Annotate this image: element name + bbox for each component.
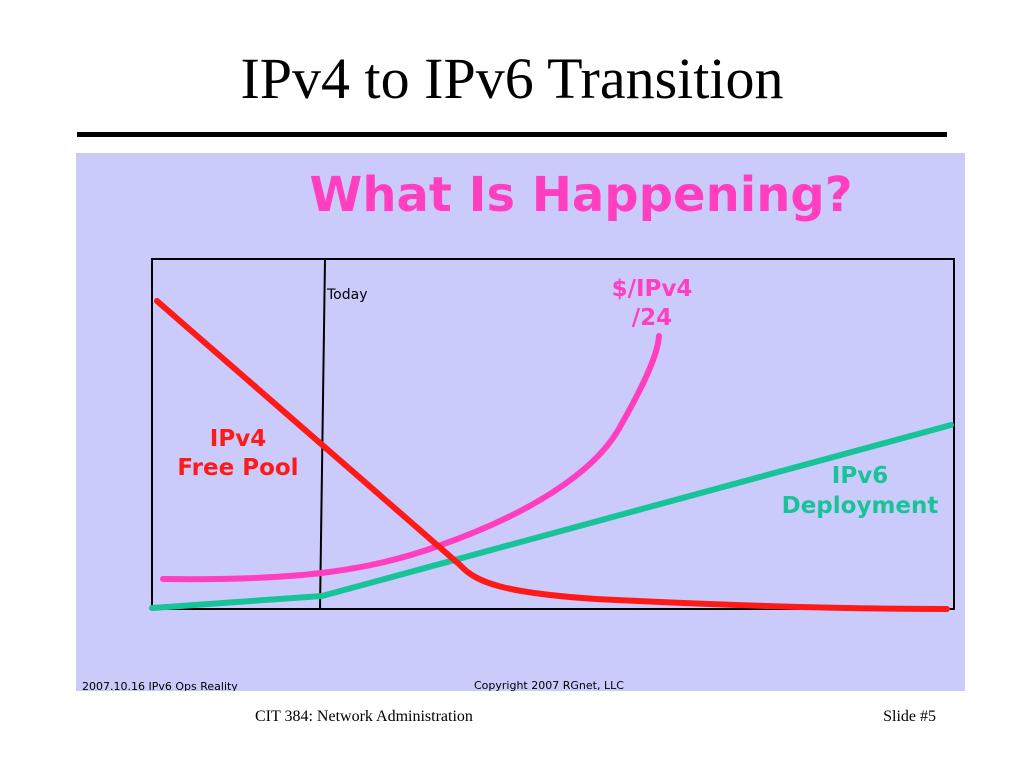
today-line (319, 258, 326, 610)
price-label-line1: $/IPv4 (612, 276, 693, 302)
ipv6-label-line1: IPv6 (832, 463, 888, 489)
footnote-right: Copyright 2007 RGnet, LLC (474, 679, 624, 691)
slide-title: IPv4 to IPv6 Transition (240, 46, 784, 111)
title-underline (77, 132, 947, 137)
ipv4-free-pool-label-line2: Free Pool (177, 455, 298, 481)
transition-diagram: What Is Happening? Today IPv4 Free Pool … (82, 167, 955, 691)
figure-heading: What Is Happening? (309, 167, 852, 223)
footer-course: CIT 384: Network Administration (255, 708, 473, 725)
ipv4-price-curve (160, 333, 662, 583)
footer-slide-number: Slide #5 (883, 708, 936, 725)
ipv4-free-pool-label-line1: IPv4 (210, 426, 266, 452)
plot-frame (151, 258, 955, 610)
figure-panel: What Is Happening? Today IPv4 Free Pool … (76, 153, 965, 691)
today-label: Today (326, 287, 368, 303)
price-label-line2: /24 (632, 305, 672, 331)
ipv4-free-pool-curve (154, 298, 950, 612)
ipv6-deployment-curve (149, 422, 954, 611)
ipv6-label-line2: Deployment (782, 493, 939, 519)
footnote-left: 2007.10.16 IPv6 Ops Reality (82, 680, 238, 691)
